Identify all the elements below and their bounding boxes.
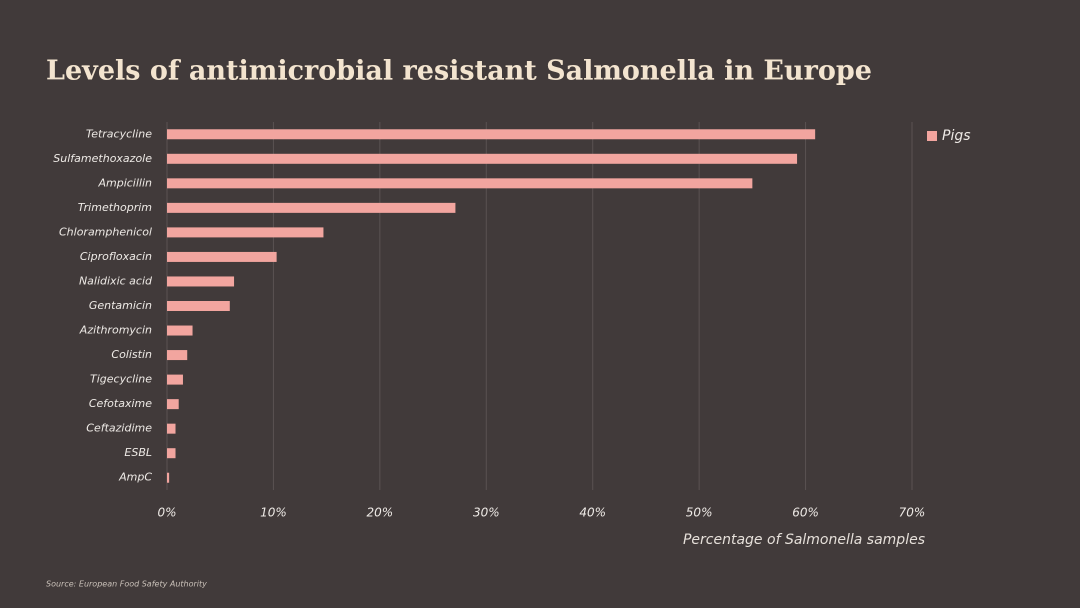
- x-tick-label: 70%: [899, 506, 926, 520]
- y-tick-label: Ampicillin: [97, 176, 152, 189]
- y-tick-label: AmpC: [118, 471, 152, 484]
- bar: [167, 276, 235, 287]
- x-tick-label: 30%: [473, 506, 500, 520]
- bar: [167, 374, 183, 385]
- bar: [167, 178, 753, 189]
- y-tick-label: Nalidixic acid: [79, 274, 153, 287]
- bar: [167, 251, 277, 262]
- y-tick-label: Trimethoprim: [78, 201, 152, 214]
- bar: [167, 423, 176, 434]
- source: Source: European Food Safety Authority: [46, 580, 207, 589]
- chart-title: Levels of antimicrobial resistant Salmon…: [46, 56, 872, 87]
- y-tick-label: Gentamicin: [89, 299, 152, 312]
- x-tick-label: 20%: [367, 506, 394, 520]
- legend-swatch: [927, 131, 937, 141]
- bar: [167, 472, 170, 483]
- x-tick-label: 40%: [579, 506, 606, 520]
- bar: [167, 399, 179, 410]
- x-axis-title: Percentage of Salmonella samples: [683, 532, 925, 548]
- bar: [167, 350, 188, 361]
- legend-label: Pigs: [942, 128, 971, 144]
- y-tick-label: Ciprofloxacin: [80, 250, 152, 263]
- x-tick-label: 60%: [792, 506, 819, 520]
- x-tick-label: 50%: [686, 506, 713, 520]
- bar: [167, 153, 798, 164]
- bar: [167, 448, 176, 459]
- y-tick-label: Cefotaxime: [89, 397, 152, 410]
- y-tick-label: Ceftazidime: [86, 422, 152, 435]
- bar: [167, 129, 816, 140]
- bar: [167, 301, 230, 311]
- x-tick-label: 0%: [157, 506, 176, 520]
- y-tick-label: Sulfamethoxazole: [53, 152, 152, 165]
- y-tick-label: Tetracycline: [86, 127, 152, 140]
- y-tick-label: ESBL: [124, 446, 152, 459]
- bar: [167, 227, 324, 238]
- x-tick-label: 10%: [260, 506, 287, 520]
- y-tick-label: Colistin: [111, 348, 152, 361]
- bar: [167, 202, 456, 213]
- y-tick-label: Chloramphenicol: [59, 225, 152, 238]
- y-tick-label: Tigecycline: [90, 373, 152, 386]
- y-tick-label: Azithromycin: [79, 324, 152, 337]
- bar: [167, 325, 193, 336]
